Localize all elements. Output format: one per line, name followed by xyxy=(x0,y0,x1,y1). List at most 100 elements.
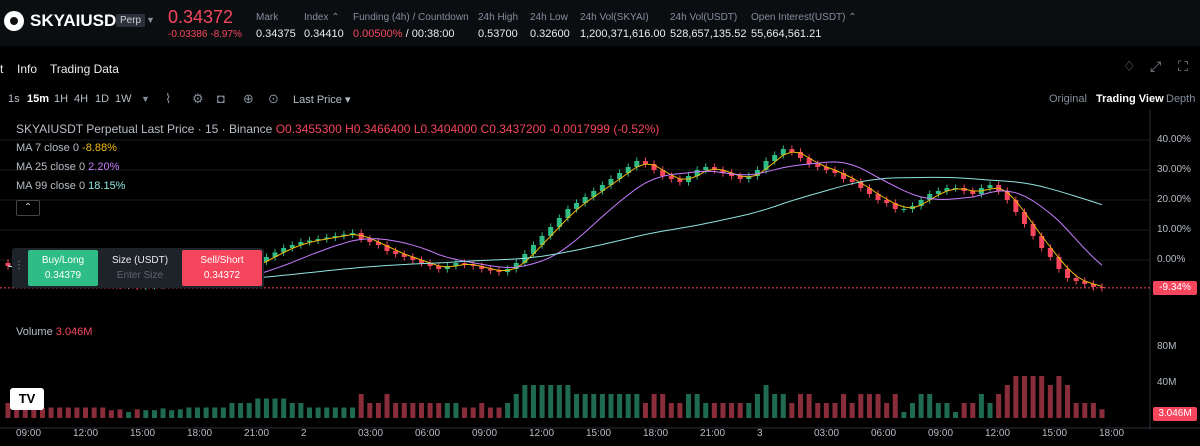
candle xyxy=(332,236,338,238)
interval-4h[interactable]: 4H xyxy=(74,93,89,105)
symbol-dropdown-icon[interactable]: ▼ xyxy=(146,15,155,25)
volume-bar xyxy=(83,407,89,418)
candle xyxy=(513,263,519,269)
volume-bar xyxy=(1047,385,1053,418)
price-change: -0.03386 -8.97% xyxy=(168,29,242,40)
legend-ma25[interactable]: MA 25 close 0 2.20% xyxy=(16,161,120,173)
volume-bar xyxy=(1090,403,1096,418)
view-trading-view[interactable]: Trading View xyxy=(1096,93,1164,105)
view-original[interactable]: Original xyxy=(1049,93,1087,105)
candle xyxy=(1065,269,1071,278)
volume-bar xyxy=(410,403,416,418)
stat-index-label[interactable]: Index ⌃ xyxy=(304,12,340,23)
y-tick: 40.00% xyxy=(1157,134,1191,145)
candle xyxy=(815,164,821,167)
tab-chart[interactable]: t xyxy=(0,62,4,76)
view-depth[interactable]: Depth xyxy=(1166,93,1196,105)
volume-bar xyxy=(746,403,752,418)
fullscreen-icon[interactable]: ⛶ xyxy=(1178,58,1188,74)
volume-bar xyxy=(186,407,192,418)
volume-bar xyxy=(522,385,528,418)
stat-high-value: 0.53700 xyxy=(478,28,518,40)
collapse-legend-button[interactable]: ⌃ xyxy=(16,200,40,216)
volume-bar xyxy=(1013,376,1019,418)
volume-bar xyxy=(57,407,63,418)
camera-icon[interactable]: ◘ xyxy=(217,91,225,106)
stat-index-value: 0.34410 xyxy=(304,28,344,40)
candle xyxy=(462,263,468,265)
candle xyxy=(418,260,424,263)
volume-bar xyxy=(617,394,623,418)
volume-bar xyxy=(686,394,692,418)
sell-short-button[interactable]: Sell/Short 0.34372 xyxy=(182,250,262,286)
candle xyxy=(651,164,657,170)
volume-bar xyxy=(901,412,907,418)
add-icon[interactable]: ⊕ xyxy=(243,91,254,106)
interval-15m[interactable]: 15m xyxy=(27,93,50,105)
volume-bar xyxy=(315,407,321,418)
volume-bar xyxy=(143,410,149,418)
legend-ma99[interactable]: MA 99 close 0 18.15% xyxy=(16,180,126,192)
volume-bar xyxy=(1004,385,1010,418)
volume-bar xyxy=(350,407,356,418)
candle xyxy=(272,252,278,257)
candle xyxy=(393,251,399,254)
volume-bar xyxy=(729,403,735,418)
draw-icon[interactable]: ⊙ xyxy=(268,91,279,106)
x-tick: 06:00 xyxy=(415,428,441,439)
candle xyxy=(298,242,304,245)
size-input[interactable]: Enter Size xyxy=(116,270,164,281)
interval-1w[interactable]: 1W xyxy=(115,93,132,105)
candle xyxy=(315,239,321,241)
ticker-bar xyxy=(0,0,1200,46)
buy-long-button[interactable]: Buy/Long 0.34379 xyxy=(28,250,98,286)
tab-trading-data[interactable]: Trading Data xyxy=(50,62,119,76)
volume-bar xyxy=(220,407,226,418)
settings-icon[interactable]: ⚙ xyxy=(192,91,204,106)
legend-ma7[interactable]: MA 7 close 0 -8.88% xyxy=(16,142,117,154)
volume-bar xyxy=(823,403,829,418)
volume-bar xyxy=(720,403,726,418)
stat-vol-quote-value: 528,657,135.52 xyxy=(670,28,747,40)
candle xyxy=(599,185,605,191)
candle xyxy=(866,188,872,194)
candle xyxy=(703,167,709,170)
x-tick: 03:00 xyxy=(814,428,840,439)
volume-bar xyxy=(625,394,631,418)
tab-info[interactable]: Info xyxy=(17,62,38,76)
candle xyxy=(823,167,829,170)
interval-1s[interactable]: 1s xyxy=(8,93,20,105)
volume-bar xyxy=(39,407,45,418)
buy-label: Buy/Long xyxy=(41,255,85,266)
candle xyxy=(892,203,898,209)
size-label: Size (USDT) xyxy=(111,255,169,266)
volume-bar xyxy=(798,394,804,418)
price-type-select[interactable]: Last Price ▾ xyxy=(293,94,351,106)
candle xyxy=(367,239,373,242)
interval-1h[interactable]: 1H xyxy=(54,93,69,105)
volume-bar xyxy=(22,407,28,418)
indicators-icon[interactable]: ⌇ xyxy=(165,91,172,106)
alert-bell-icon[interactable]: ♢ xyxy=(1123,58,1136,74)
interval-dropdown-icon[interactable]: ▼ xyxy=(141,94,150,104)
volume-bar xyxy=(160,408,166,418)
symbol-name[interactable]: SKYAIUSDT xyxy=(30,11,127,30)
volume-bar xyxy=(505,403,511,418)
volume-bar xyxy=(565,385,571,418)
volume-bar xyxy=(306,407,312,418)
candle xyxy=(306,240,312,242)
drag-handle-icon[interactable]: ⋮ xyxy=(14,260,24,271)
stat-mark-value: 0.34375 xyxy=(256,28,296,40)
volume-bar xyxy=(263,398,269,418)
candle xyxy=(763,161,769,170)
candle xyxy=(530,245,536,254)
sell-label: Sell/Short xyxy=(200,255,244,266)
candle xyxy=(1056,257,1062,269)
volume-bar xyxy=(117,409,123,418)
interval-1d[interactable]: 1D xyxy=(95,93,110,105)
volume-bar xyxy=(530,385,536,418)
stat-mark-label: Mark xyxy=(256,12,279,23)
expand-icon[interactable]: ⤢ xyxy=(1150,58,1162,74)
stat-oi-label[interactable]: Open Interest(USDT) ⌃ xyxy=(751,12,857,23)
x-tick: 15:00 xyxy=(130,428,156,439)
